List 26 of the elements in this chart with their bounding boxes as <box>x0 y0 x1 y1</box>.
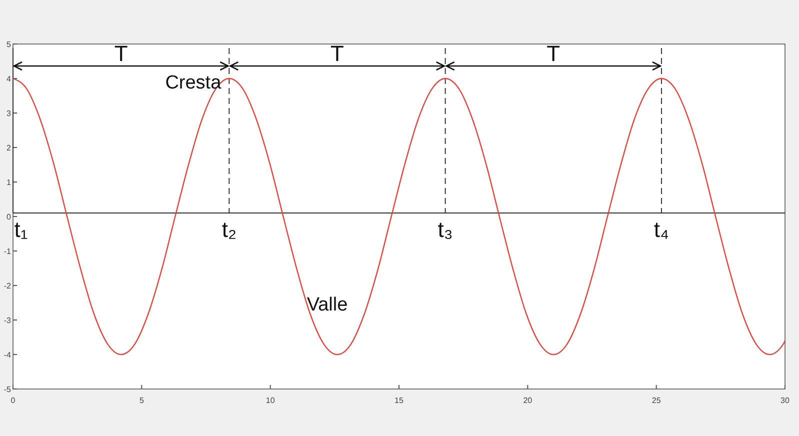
y-tick-label: -1 <box>4 247 12 256</box>
y-tick-label: 1 <box>6 178 12 187</box>
x-tick-label: 30 <box>780 396 790 405</box>
ref-line-label: t₄ <box>654 217 670 242</box>
y-tick-label: -5 <box>4 385 12 394</box>
annotation: T <box>330 41 344 66</box>
y-tick-label: 5 <box>6 40 12 49</box>
y-tick-label: 4 <box>6 74 12 84</box>
annotation: Cresta <box>165 72 222 94</box>
y-tick-label: 2 <box>6 144 12 152</box>
y-tick-label: -2 <box>4 282 12 290</box>
annotation: T <box>546 41 560 66</box>
ref-line-label: t₁ <box>14 217 28 242</box>
y-tick-label: 0 <box>6 212 12 222</box>
annotation: T <box>114 41 128 66</box>
x-tick-label: 5 <box>139 396 144 405</box>
y-tick-label: -3 <box>4 316 12 325</box>
annotation: Valle <box>306 294 348 316</box>
ref-line-label: t₃ <box>438 217 453 242</box>
x-tick-label: 10 <box>266 396 276 405</box>
y-tick-label: 3 <box>6 109 12 118</box>
ref-line-label: t₂ <box>222 217 236 242</box>
x-tick-label: 25 <box>652 396 662 405</box>
x-tick-label: 20 <box>523 396 533 405</box>
x-tick-label: 15 <box>394 396 404 405</box>
y-tick-label: -4 <box>4 350 12 360</box>
